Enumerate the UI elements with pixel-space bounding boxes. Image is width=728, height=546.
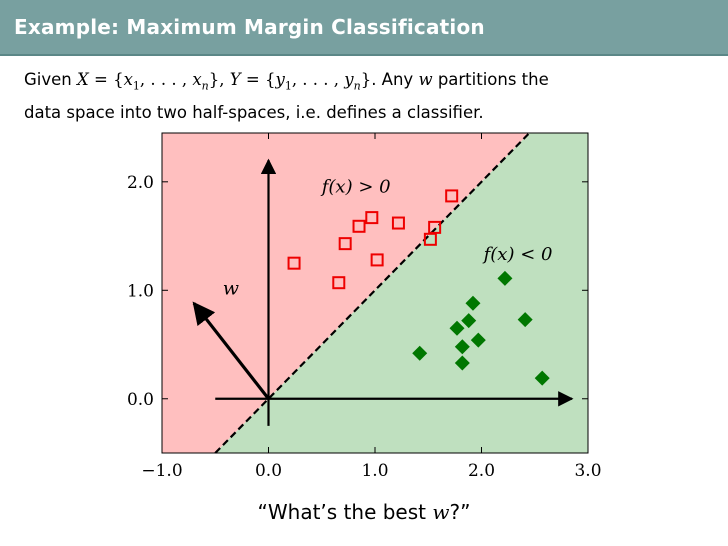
var-w: w — [418, 70, 433, 89]
sub-1b: 1 — [284, 79, 292, 93]
dots-2: , . . . , — [291, 70, 345, 89]
intro-partitions: partitions the — [437, 70, 549, 89]
negative-point — [470, 332, 486, 348]
intro-text: Given X = {x1, . . . , xn}, Y = {y1, . .… — [24, 66, 714, 126]
quote-close: ?” — [449, 500, 471, 524]
negative-region — [215, 133, 588, 453]
x-tick-label: 1.0 — [361, 461, 388, 481]
x-tick-label: 0.0 — [255, 461, 282, 481]
x-tick-label: −1.0 — [141, 461, 182, 481]
slide-title: Example: Maximum Margin Classification — [14, 15, 485, 39]
positive-point — [428, 220, 442, 234]
close-2: } — [360, 70, 372, 89]
var-Y: Y — [229, 70, 241, 89]
sub-1: 1 — [132, 79, 140, 93]
negative-point — [517, 312, 533, 328]
intro-any: . Any — [371, 70, 414, 89]
var-xn: x — [192, 70, 202, 89]
w-vector-arrow — [192, 301, 270, 400]
negative-point — [449, 320, 465, 336]
positive-point — [370, 253, 384, 267]
negative-point — [454, 339, 470, 355]
title-bar: Example: Maximum Margin Classification — [0, 0, 728, 56]
negative-region-label: f(x) < 0 — [482, 244, 553, 265]
eq-1: = { — [88, 70, 124, 89]
negative-point — [465, 295, 481, 311]
negative-point — [534, 370, 550, 386]
var-X: X — [77, 70, 89, 89]
quote-w: w — [432, 500, 450, 524]
positive-region — [162, 133, 530, 453]
positive-point — [365, 211, 379, 225]
intro-given: Given — [24, 70, 72, 89]
intro-line-2: data space into two half-spaces, i.e. de… — [24, 103, 484, 123]
negative-point — [412, 345, 428, 361]
eq-2: = { — [240, 70, 276, 89]
sub-nb: n — [353, 79, 361, 93]
positive-point — [391, 216, 405, 230]
positive-region-label: f(x) > 0 — [320, 177, 391, 198]
negative-point — [461, 313, 477, 329]
y-tick-label: 1.0 — [127, 281, 154, 301]
var-x1: x — [123, 70, 133, 89]
positive-point — [445, 189, 459, 203]
positive-point — [287, 256, 301, 270]
negative-point — [454, 355, 470, 371]
y-tick-label: 0.0 — [127, 390, 154, 410]
decision-boundary — [214, 132, 531, 454]
close-1: }, — [208, 70, 225, 89]
w-vector-label: w — [223, 278, 239, 300]
positive-point — [332, 276, 346, 290]
quote-open: “What’s the best — [257, 500, 427, 524]
quote-text: “What’s the best w?” — [0, 500, 728, 524]
var-yn: y — [344, 70, 354, 89]
negative-point — [497, 270, 513, 286]
sub-n: n — [201, 79, 209, 93]
dots-1: , . . . , — [139, 70, 193, 89]
x-tick-label: 3.0 — [574, 461, 601, 481]
positive-point — [352, 219, 366, 233]
positive-point — [338, 237, 352, 251]
x-tick-label: 2.0 — [468, 461, 495, 481]
var-y1: y — [275, 70, 285, 89]
y-tick-label: 2.0 — [127, 173, 154, 193]
intro-line-1: Given X = {x1, . . . , xn}, Y = {y1, . .… — [24, 66, 714, 99]
